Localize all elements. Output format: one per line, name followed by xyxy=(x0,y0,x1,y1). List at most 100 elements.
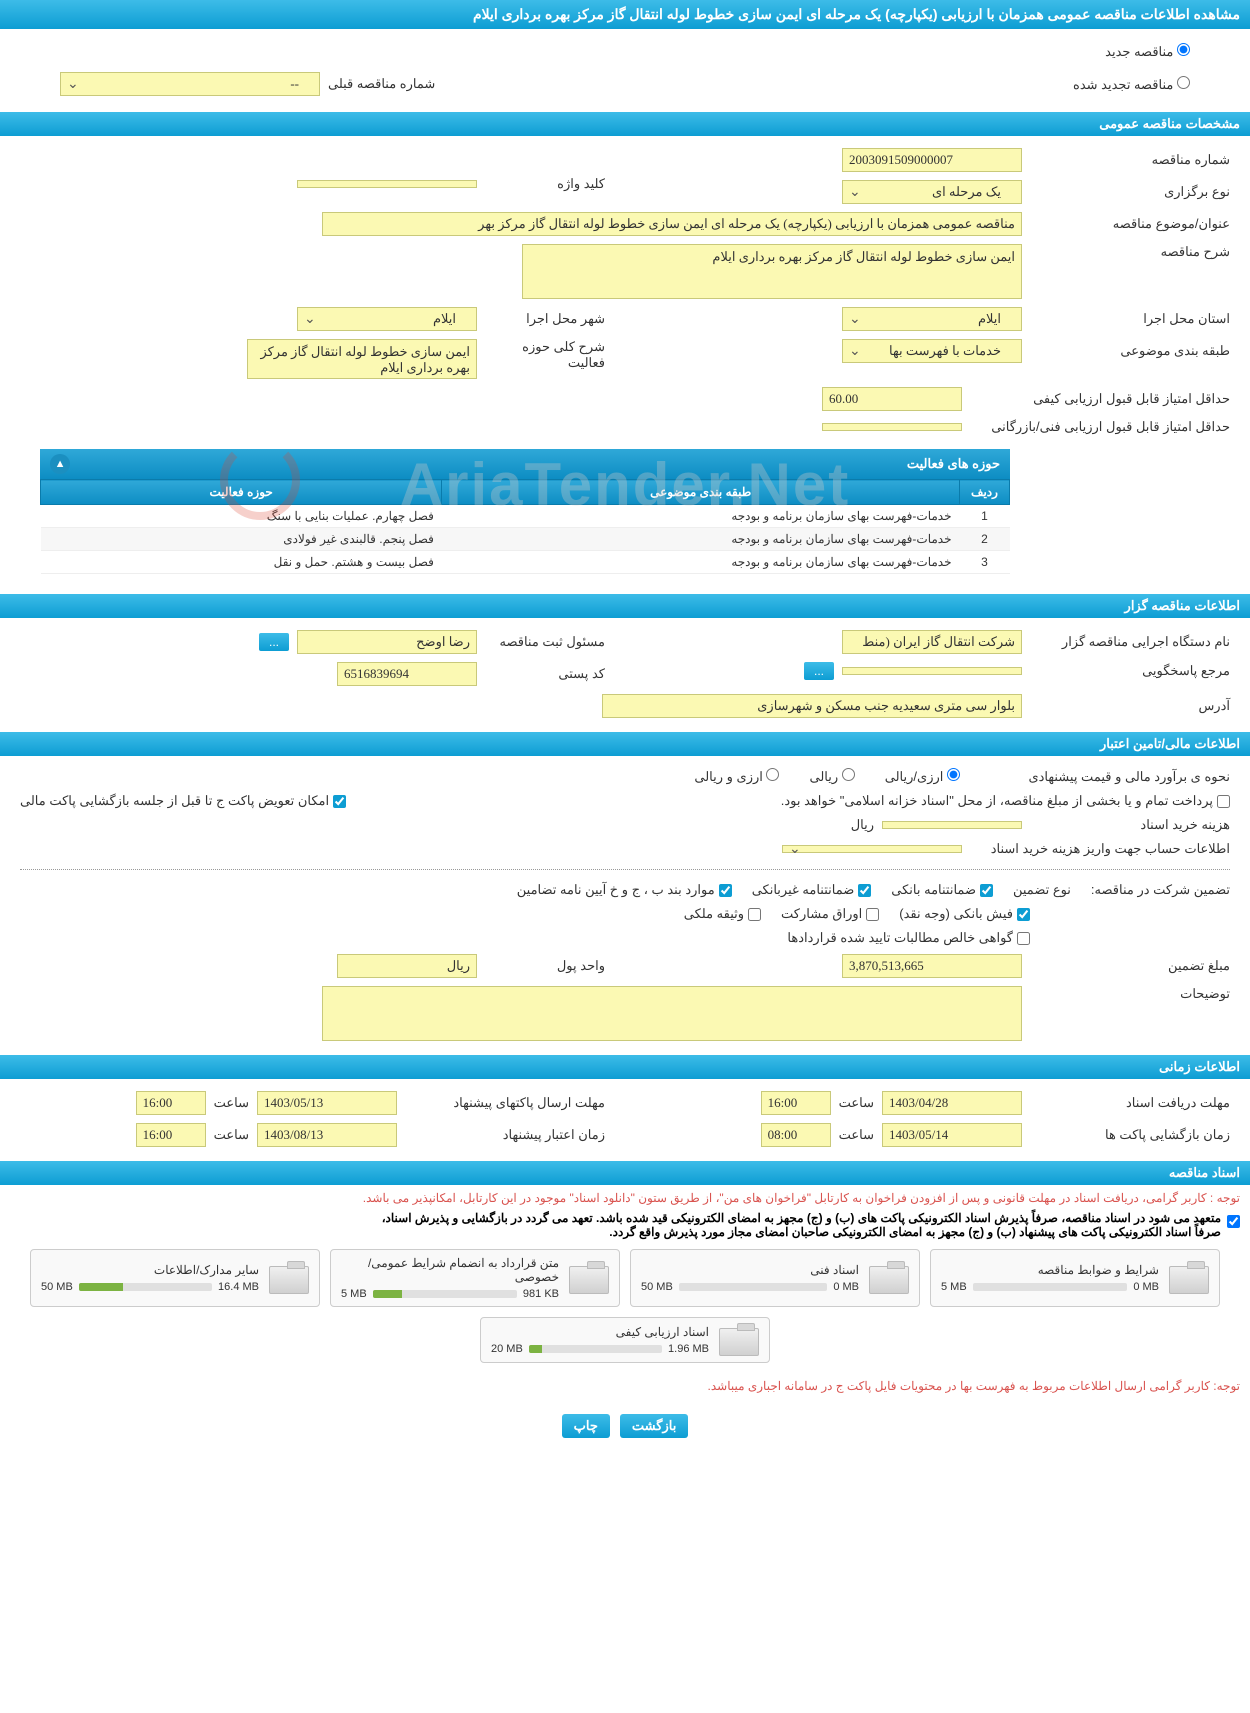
time-lbl-3: ساعت xyxy=(214,1095,249,1111)
notes-value[interactable] xyxy=(322,986,1022,1041)
activity-scope-label: شرح کلی حوزه فعالیت xyxy=(485,339,605,371)
doc-title: متن قرارداد به انضمام شرایط عمومی/خصوصی xyxy=(341,1256,559,1284)
subject-label: عنوان/موضوع مناقصه xyxy=(1030,216,1230,232)
guarantee-amount-value: 3,870,513,665 xyxy=(842,954,1022,978)
col-scope: حوزه فعالیت xyxy=(41,480,442,505)
doc-card[interactable]: اسناد ارزیابی کیفی20 MB1.96 MB xyxy=(480,1317,770,1363)
doc-card[interactable]: سایر مدارک/اطلاعات50 MB16.4 MB xyxy=(30,1249,320,1307)
address-value: بلوار سی متری سعیدیه جنب مسکن و شهرسازی xyxy=(602,694,1022,718)
radio-currency-foreign[interactable]: ارزی و ریالی xyxy=(694,768,779,785)
prev-number-value: -- xyxy=(290,76,299,92)
tender-number-label: شماره مناقصه xyxy=(1030,152,1230,168)
open-time: 08:00 xyxy=(761,1123,831,1147)
city-value: ایلام xyxy=(433,311,456,327)
doc-total: 50 MB xyxy=(641,1281,673,1293)
guarantee-type-label: نوع تضمین xyxy=(1013,882,1071,898)
notice-commit-1: متعهد می شود در اسناد مناقصه، صرفاً پذیر… xyxy=(382,1211,1221,1225)
documents-grid: شرایط و ضوابط مناقصه5 MB0 MBاسناد فنی50 … xyxy=(0,1239,1250,1373)
chk-g-nonbank[interactable]: ضمانتنامه غیربانکی xyxy=(752,882,872,898)
folder-icon xyxy=(1169,1262,1209,1294)
min-tech-value xyxy=(822,423,962,431)
province-value: ایلام xyxy=(978,311,1001,327)
table-row: 1خدمات-فهرست بهای سازمان برنامه و بودجهف… xyxy=(41,505,1010,528)
agency-value: شرکت انتقال گاز ایران (منط xyxy=(842,630,1022,654)
purchase-cost-label: هزینه خرید اسناد xyxy=(1030,817,1230,833)
doc-title: شرایط و ضوابط مناقصه xyxy=(941,1263,1159,1277)
prev-number-label: شماره مناقصه قبلی xyxy=(328,76,435,92)
section-financial: اطلاعات مالی/تامین اعتبار xyxy=(0,732,1250,756)
postal-label: کد پستی xyxy=(485,666,605,682)
city-dropdown[interactable]: ایلام xyxy=(297,307,477,331)
col-class: طبقه بندی موضوعی xyxy=(442,480,960,505)
chk-g-cash[interactable]: فیش بانکی (وجه نقد) xyxy=(899,906,1030,922)
bid-deadline-label: مهلت ارسال پاکتهای پیشنهاد xyxy=(405,1095,605,1111)
validity-date: 1403/08/13 xyxy=(257,1123,397,1147)
section-timing: اطلاعات زمانی xyxy=(0,1055,1250,1079)
doc-total: 5 MB xyxy=(341,1288,367,1300)
agency-label: نام دستگاه اجرایی مناقصه گزار xyxy=(1030,634,1230,650)
checkbox-replace-envelope[interactable]: امکان تعویض پاکت ج تا قبل از جلسه بازگشا… xyxy=(20,793,346,809)
responsible-details-button[interactable]: ... xyxy=(259,633,289,651)
province-dropdown[interactable]: ایلام xyxy=(842,307,1022,331)
open-date: 1403/05/14 xyxy=(882,1123,1022,1147)
chk-g-participation[interactable]: اوراق مشارکت xyxy=(781,906,879,922)
doc-deadline-label: مهلت دریافت اسناد xyxy=(1030,1095,1230,1111)
doc-title: اسناد ارزیابی کیفی xyxy=(491,1325,709,1339)
activity-panel: حوزه های فعالیت ▲ ردیف طبقه بندی موضوعی … xyxy=(40,449,1010,574)
doc-card[interactable]: شرایط و ضوابط مناقصه5 MB0 MB xyxy=(930,1249,1220,1307)
radio-renewed-tender[interactable]: مناقصه تجدید شده xyxy=(1073,76,1190,93)
doc-card[interactable]: متن قرارداد به انضمام شرایط عمومی/خصوصی 5… xyxy=(330,1249,620,1307)
account-info-dropdown[interactable] xyxy=(782,845,962,853)
doc-total: 20 MB xyxy=(491,1343,523,1355)
hold-type-dropdown[interactable]: یک مرحله ای xyxy=(842,180,1022,204)
city-label: شهر محل اجرا xyxy=(485,311,605,327)
contact-label: مرجع پاسخگویی xyxy=(1030,663,1230,679)
estimate-label: نحوه ی برآورد مالی و قیمت پیشنهادی xyxy=(990,769,1230,785)
folder-icon xyxy=(869,1262,909,1294)
purchase-cost-value[interactable] xyxy=(882,821,1022,829)
chk-g-bank[interactable]: ضمانتنامه بانکی xyxy=(891,882,993,898)
classification-label: طبقه بندی موضوعی xyxy=(1030,343,1230,359)
notice-commit-2: صرفاً اسناد الکترونیکی پاکت های پیشنهاد … xyxy=(382,1225,1221,1239)
unit-value: ریال xyxy=(337,954,477,978)
chk-g-items[interactable]: موارد بند ب ، ج و خ آیین نامه تضامین xyxy=(517,882,732,898)
contact-details-button[interactable]: ... xyxy=(804,662,834,680)
doc-used: 16.4 MB xyxy=(218,1281,259,1293)
address-label: آدرس xyxy=(1030,698,1230,714)
keyword-value[interactable] xyxy=(297,180,477,188)
chk-g-property[interactable]: وثیقه ملکی xyxy=(684,906,761,922)
tender-number-value: 2003091509000007 xyxy=(842,148,1022,172)
doc-title: سایر مدارک/اطلاعات xyxy=(41,1263,259,1277)
collapse-icon[interactable]: ▲ xyxy=(50,454,70,474)
min-tech-label: حداقل امتیاز قابل قبول ارزیابی فنی/بازرگ… xyxy=(970,419,1230,435)
folder-icon xyxy=(569,1262,609,1294)
radio-currency-rial[interactable]: ریالی xyxy=(809,768,854,785)
back-button[interactable]: بازگشت xyxy=(620,1414,688,1438)
open-label: زمان بازگشایی پاکت ها xyxy=(1030,1127,1230,1143)
commitment-checkbox[interactable] xyxy=(1227,1215,1240,1228)
hold-type-label: نوع برگزاری xyxy=(1030,184,1230,200)
folder-icon xyxy=(719,1324,759,1356)
description-label: شرح مناقصه xyxy=(1030,244,1230,260)
classification-value: خدمات با فهرست بها xyxy=(889,343,1001,359)
doc-card[interactable]: اسناد فنی50 MB0 MB xyxy=(630,1249,920,1307)
radio-currency-both[interactable]: ارزی/ریالی xyxy=(885,768,960,785)
contact-value xyxy=(842,667,1022,675)
prev-number-dropdown[interactable]: -- xyxy=(60,72,320,96)
checkbox-payment-note[interactable]: پرداخت تمام و یا بخشی از مبلغ مناقصه، از… xyxy=(781,793,1230,809)
doc-used: 0 MB xyxy=(1133,1281,1159,1293)
chk-g-receivables[interactable]: گواهی خالص مطالبات تایید شده قراردادها xyxy=(787,930,1030,946)
radio-new-label: مناقصه جدید xyxy=(1105,44,1173,59)
hold-type-value: یک مرحله ای xyxy=(932,184,1001,200)
activity-table: ردیف طبقه بندی موضوعی حوزه فعالیت 1خدمات… xyxy=(40,479,1010,574)
table-row: 2خدمات-فهرست بهای سازمان برنامه و بودجهف… xyxy=(41,528,1010,551)
notice-footer: توجه: کاربر گرامی ارسال اطلاعات مربوط به… xyxy=(0,1373,1250,1399)
classification-dropdown[interactable]: خدمات با فهرست بها xyxy=(842,339,1022,363)
notes-label: توضیحات xyxy=(1030,986,1230,1002)
print-button[interactable]: چاپ xyxy=(562,1414,610,1438)
radio-new-tender[interactable]: مناقصه جدید xyxy=(1105,44,1190,59)
doc-title: اسناد فنی xyxy=(641,1263,859,1277)
validity-label: زمان اعتبار پیشنهاد xyxy=(405,1127,605,1143)
radio-renewed-label: مناقصه تجدید شده xyxy=(1073,77,1173,92)
notice-download: توجه : کاربر گرامی، دریافت اسناد در مهلت… xyxy=(0,1185,1250,1211)
